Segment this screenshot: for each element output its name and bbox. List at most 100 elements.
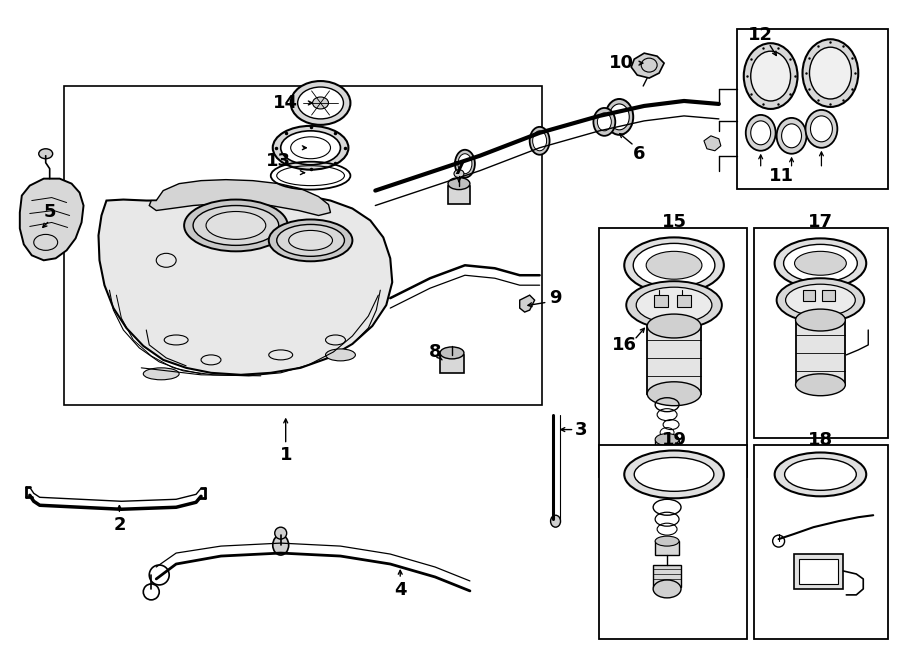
Ellipse shape (743, 43, 797, 109)
Ellipse shape (784, 244, 858, 282)
Ellipse shape (785, 459, 856, 491)
Ellipse shape (440, 347, 464, 359)
Ellipse shape (796, 309, 845, 331)
Bar (823, 290, 835, 301)
Text: 13: 13 (266, 152, 292, 169)
Ellipse shape (803, 39, 859, 107)
Ellipse shape (655, 434, 679, 446)
Polygon shape (98, 193, 392, 375)
Ellipse shape (598, 113, 611, 131)
Bar (737, 29, 888, 189)
Ellipse shape (269, 220, 353, 261)
Ellipse shape (533, 131, 546, 151)
Bar (794, 554, 843, 589)
Text: 5: 5 (43, 203, 56, 222)
Ellipse shape (289, 230, 332, 250)
Bar (64, 86, 542, 404)
Text: 11: 11 (770, 167, 794, 185)
Polygon shape (519, 295, 535, 312)
Ellipse shape (281, 131, 340, 165)
Ellipse shape (777, 278, 864, 322)
Bar (440, 355, 464, 373)
Text: 16: 16 (612, 336, 637, 354)
Ellipse shape (274, 527, 287, 539)
Text: 2: 2 (113, 516, 126, 534)
Text: 17: 17 (808, 213, 833, 232)
Ellipse shape (634, 457, 714, 491)
Ellipse shape (149, 565, 169, 585)
Ellipse shape (751, 51, 790, 101)
Ellipse shape (625, 238, 724, 293)
Ellipse shape (312, 97, 328, 109)
Ellipse shape (448, 177, 470, 189)
Text: 8: 8 (428, 343, 441, 361)
Ellipse shape (609, 104, 629, 130)
Ellipse shape (796, 374, 845, 396)
Ellipse shape (646, 252, 702, 279)
Bar (655, 440, 679, 457)
Text: 1: 1 (279, 446, 292, 465)
Ellipse shape (143, 584, 159, 600)
Text: 12: 12 (748, 26, 773, 44)
Bar (647, 326, 701, 394)
Ellipse shape (786, 284, 855, 316)
Ellipse shape (593, 108, 616, 136)
Polygon shape (20, 179, 84, 260)
Ellipse shape (647, 314, 701, 338)
Text: 10: 10 (608, 54, 634, 72)
Bar (753, 444, 888, 639)
Ellipse shape (273, 126, 348, 169)
Ellipse shape (809, 47, 851, 99)
Ellipse shape (777, 118, 806, 154)
Ellipse shape (184, 199, 288, 252)
Ellipse shape (647, 382, 701, 406)
Ellipse shape (746, 115, 776, 151)
Text: 15: 15 (662, 213, 687, 232)
Bar (655, 541, 679, 555)
Ellipse shape (455, 150, 475, 177)
Text: 4: 4 (394, 581, 407, 599)
Ellipse shape (458, 154, 472, 173)
Ellipse shape (653, 580, 681, 598)
Ellipse shape (626, 281, 722, 329)
Ellipse shape (276, 224, 345, 256)
Bar (448, 185, 470, 203)
Ellipse shape (291, 81, 350, 125)
Ellipse shape (298, 87, 344, 119)
Ellipse shape (636, 287, 712, 323)
Ellipse shape (772, 535, 785, 547)
Bar (798, 559, 839, 584)
Ellipse shape (530, 127, 550, 155)
Polygon shape (631, 53, 664, 78)
Ellipse shape (775, 238, 866, 288)
Bar (654, 295, 668, 307)
Bar (599, 228, 747, 477)
Ellipse shape (454, 169, 464, 177)
Bar (753, 228, 888, 438)
Ellipse shape (143, 368, 179, 380)
Polygon shape (704, 136, 721, 151)
Ellipse shape (806, 110, 837, 148)
Bar (796, 320, 845, 385)
Bar (599, 444, 747, 639)
Ellipse shape (775, 453, 866, 496)
Bar (803, 290, 815, 301)
Ellipse shape (751, 121, 770, 145)
Ellipse shape (39, 149, 53, 159)
Text: 18: 18 (808, 430, 833, 449)
Text: 7: 7 (453, 160, 465, 177)
Ellipse shape (625, 451, 724, 498)
Bar (677, 295, 691, 307)
Bar (653, 565, 681, 587)
Text: 14: 14 (274, 94, 298, 112)
Ellipse shape (606, 99, 634, 135)
Ellipse shape (634, 244, 715, 287)
Ellipse shape (206, 211, 266, 240)
Ellipse shape (326, 349, 356, 361)
Ellipse shape (273, 535, 289, 555)
Text: 6: 6 (633, 145, 645, 163)
Ellipse shape (551, 515, 561, 527)
Ellipse shape (781, 124, 802, 148)
Ellipse shape (655, 536, 679, 546)
Text: 3: 3 (575, 420, 588, 439)
